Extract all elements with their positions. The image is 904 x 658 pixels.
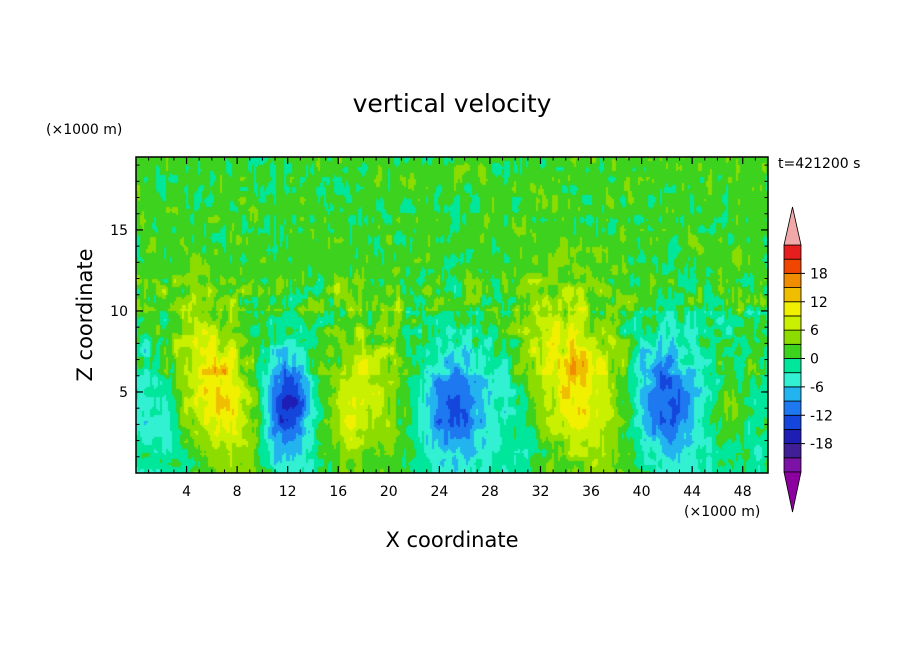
plot-area — [135, 156, 769, 474]
colorbar-swatch — [783, 429, 802, 445]
x-axis-ticks: 4 8 12 16 20 24 28 32 36 40 44 48 — [148, 157, 756, 500]
y-tick-label: 5 — [119, 385, 128, 401]
x-tick-label: 44 — [683, 484, 701, 500]
x-tick-label: 32 — [532, 484, 550, 500]
colorbar-swatch — [783, 258, 802, 274]
velocity-field-canvas — [136, 157, 768, 473]
colorbar-tick-label: -6 — [810, 380, 824, 396]
colorbar-swatch — [783, 372, 802, 388]
colorbar-swatch — [783, 457, 802, 473]
x-tick-label: 20 — [380, 484, 398, 500]
colorbar-tick-label: 12 — [810, 295, 828, 311]
time-label: t=421200 s — [778, 156, 860, 172]
colorbar-swatch — [783, 443, 802, 459]
x-tick-label: 48 — [734, 484, 752, 500]
colorbar-tick-label: 0 — [810, 352, 819, 368]
y-tick-label: 10 — [110, 304, 128, 320]
colorbar-swatch — [783, 244, 802, 260]
colorbar-over-arrow — [783, 206, 802, 246]
colorbar-tick-label: 18 — [810, 266, 828, 282]
y-axis-ticks: 5 10 15 — [110, 164, 768, 458]
x-tick-label: 4 — [182, 484, 191, 500]
y-axis-label: Z coordinate — [73, 248, 97, 381]
x-tick-label: 16 — [329, 484, 347, 500]
colorbar: 18 12 6 0 -6 -12 -18 — [783, 206, 833, 513]
colorbar-swatch — [783, 414, 802, 430]
x-tick-label: 8 — [233, 484, 242, 500]
y-tick-label: 15 — [110, 223, 128, 239]
y-unit-label: (×1000 m) — [46, 122, 122, 138]
x-tick-label: 24 — [430, 484, 448, 500]
colorbar-tick-label: -18 — [810, 437, 833, 453]
colorbar-swatch — [783, 358, 802, 374]
x-tick-label: 28 — [481, 484, 499, 500]
colorbar-swatch — [783, 343, 802, 359]
x-unit-label: (×1000 m) — [684, 504, 760, 520]
colorbar-swatch — [783, 287, 802, 303]
x-tick-label: 40 — [633, 484, 651, 500]
colorbar-under-arrow — [783, 471, 802, 513]
x-axis-label: X coordinate — [385, 528, 518, 552]
colorbar-swatch — [783, 329, 802, 345]
colorbar-tick-label: 6 — [810, 323, 819, 339]
x-tick-label: 12 — [279, 484, 297, 500]
colorbar-swatch — [783, 272, 802, 288]
colorbar-tick-label: -12 — [810, 408, 833, 424]
colorbar-swatch — [783, 315, 802, 331]
x-tick-label: 36 — [582, 484, 600, 500]
colorbar-swatch — [783, 301, 802, 317]
colorbar-swatch — [783, 386, 802, 402]
chart-title: vertical velocity — [353, 89, 552, 118]
colorbar-swatch — [783, 400, 802, 416]
